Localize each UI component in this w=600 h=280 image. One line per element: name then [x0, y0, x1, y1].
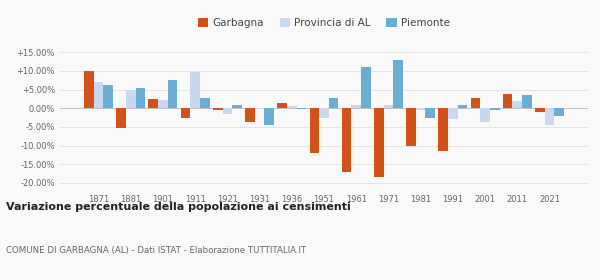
Bar — [94, 82, 103, 108]
Bar — [296, 108, 306, 109]
Bar — [148, 99, 158, 108]
Bar — [181, 108, 190, 118]
Bar — [512, 101, 522, 108]
Bar — [84, 71, 94, 108]
Bar — [287, 106, 296, 108]
Bar — [126, 90, 136, 108]
Bar — [168, 80, 178, 108]
Bar — [545, 108, 554, 125]
Bar — [342, 108, 352, 172]
Text: COMUNE DI GARBAGNA (AL) - Dati ISTAT - Elaborazione TUTTITALIA.IT: COMUNE DI GARBAGNA (AL) - Dati ISTAT - E… — [6, 246, 306, 255]
Bar — [103, 85, 113, 108]
Bar — [425, 108, 435, 118]
Bar — [383, 104, 393, 108]
Bar — [458, 104, 467, 108]
Bar — [439, 108, 448, 151]
Bar — [200, 98, 209, 108]
Bar — [361, 67, 371, 108]
Bar — [352, 105, 361, 108]
Bar — [480, 108, 490, 122]
Legend: Garbagna, Provincia di AL, Piemonte: Garbagna, Provincia di AL, Piemonte — [198, 18, 450, 28]
Bar — [448, 108, 458, 120]
Bar — [245, 108, 255, 122]
Bar — [416, 108, 425, 110]
Text: Variazione percentuale della popolazione ai censimenti: Variazione percentuale della popolazione… — [6, 202, 351, 212]
Bar — [116, 108, 126, 128]
Bar — [136, 88, 145, 108]
Bar — [158, 100, 168, 108]
Bar — [503, 94, 512, 108]
Bar — [232, 105, 242, 108]
Bar — [223, 108, 232, 114]
Bar — [277, 103, 287, 108]
Bar — [522, 95, 532, 108]
Bar — [213, 108, 223, 110]
Bar — [319, 108, 329, 118]
Bar — [393, 60, 403, 108]
Bar — [535, 108, 545, 112]
Bar — [374, 108, 383, 177]
Bar — [255, 108, 265, 109]
Bar — [554, 108, 564, 116]
Bar — [310, 108, 319, 153]
Bar — [190, 72, 200, 108]
Bar — [490, 108, 500, 110]
Bar — [329, 98, 338, 108]
Bar — [470, 98, 480, 108]
Bar — [406, 108, 416, 146]
Bar — [265, 108, 274, 125]
